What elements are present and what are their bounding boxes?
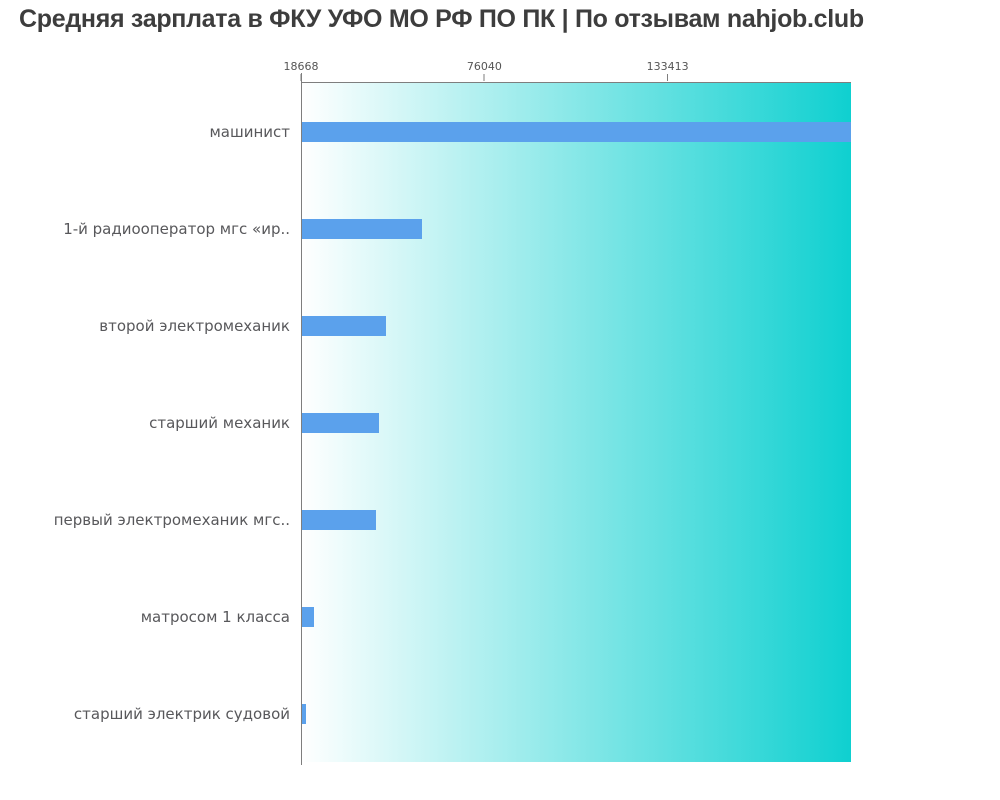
category-label: первый электромеханик мгс.. — [53, 510, 290, 529]
value-bar — [302, 509, 377, 530]
category-label: машинист — [209, 122, 290, 141]
value-bar — [302, 606, 314, 627]
category-label: старший механик — [149, 413, 290, 432]
category-label: старший электрик судовой — [73, 704, 290, 723]
plot-background — [301, 82, 851, 762]
bar-row: машинист — [209, 83, 851, 180]
chart-title: Средняя зарплата в ФКУ УФО МО РФ ПО ПК |… — [19, 5, 864, 33]
x-tick-label: 133413 — [646, 60, 689, 73]
bar-row: второй электромеханик — [99, 277, 851, 374]
bar-row: старший электрик судовой — [74, 665, 851, 762]
value-bar — [302, 121, 851, 142]
value-bar — [302, 703, 306, 724]
x-tick-mark — [483, 74, 485, 81]
value-bar — [302, 218, 423, 239]
bar-row: матросом 1 класса — [141, 568, 851, 665]
value-bar — [302, 315, 386, 336]
y-axis-line — [301, 73, 302, 765]
category-label: матросом 1 класса — [140, 607, 290, 626]
bar-row: старший механик — [149, 374, 851, 471]
x-tick-label: 18668 — [283, 60, 319, 73]
x-axis-ticks: 18668 76040 133413 — [284, 60, 851, 82]
bar-rows: машинист 1-й радиооператор мгс «ир.. вто… — [54, 83, 851, 762]
x-tick-mark — [667, 74, 669, 81]
x-tick-label: 76040 — [466, 60, 502, 73]
bar-row: 1-й радиооператор мгс «ир.. — [63, 180, 851, 277]
bar-row: первый электромеханик мгс.. — [54, 471, 851, 568]
value-bar — [302, 412, 379, 433]
x-tick: 133413 — [647, 60, 689, 81]
category-label: второй электромеханик — [99, 316, 290, 335]
category-label: 1-й радиооператор мгс «ир.. — [63, 219, 290, 238]
x-tick: 76040 — [467, 60, 502, 81]
